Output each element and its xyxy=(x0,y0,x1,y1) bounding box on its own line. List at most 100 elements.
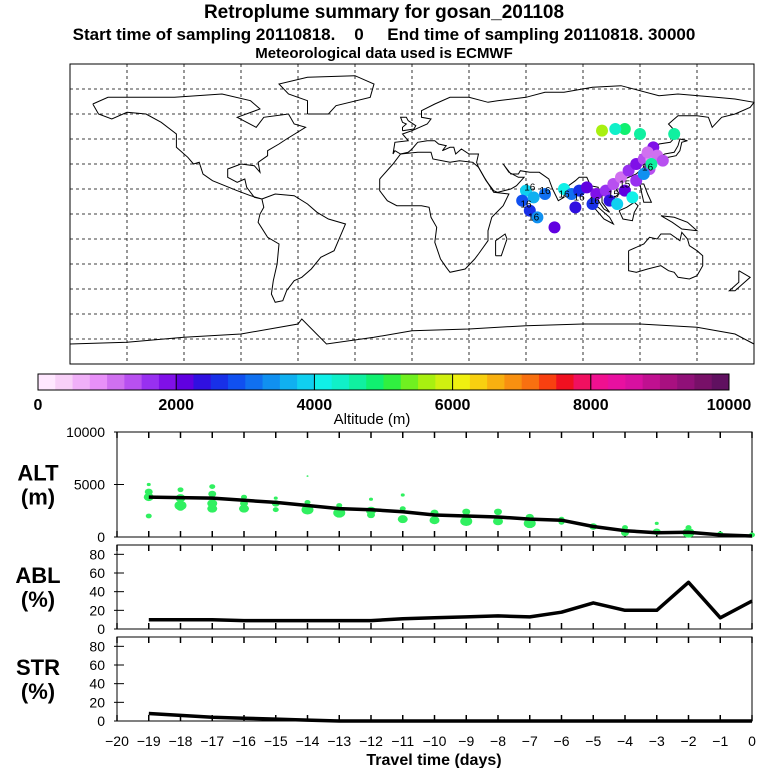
altitude-point xyxy=(369,497,373,501)
colorbar-tick-label: 6000 xyxy=(435,397,471,414)
altitude-point xyxy=(397,515,408,524)
sampling-time-line: Start time of sampling 20110818. 0 End t… xyxy=(72,25,696,44)
altitude-point xyxy=(399,506,406,512)
colorbar-frame xyxy=(37,373,730,391)
colorbar-swatch xyxy=(38,374,56,390)
colorbar-swatch xyxy=(573,374,592,390)
altitude-point xyxy=(494,508,502,515)
altitude-point xyxy=(460,516,473,527)
plume-marker xyxy=(586,198,599,210)
colorbar-swatch xyxy=(677,374,695,390)
colorbar-swatch xyxy=(193,374,212,390)
plume-label: 16 xyxy=(520,199,532,210)
plume-marker xyxy=(516,194,529,207)
y-tick-label: 40 xyxy=(89,676,105,692)
altitude-point xyxy=(143,493,154,502)
colorbar-swatch xyxy=(245,374,264,390)
series-line xyxy=(148,495,753,538)
plume-marker xyxy=(609,123,622,135)
madagascar-coast xyxy=(495,233,508,257)
plume-marker xyxy=(580,181,593,194)
x-tick-label: −5 xyxy=(585,733,601,749)
y-tick-label: 80 xyxy=(89,546,105,562)
y-axis-unit-label: (m) xyxy=(21,485,55,510)
altitude-point xyxy=(176,504,185,511)
y-axis-unit-label: (%) xyxy=(21,587,55,612)
colorbar-swatch xyxy=(435,374,454,390)
x-tick-label: −8 xyxy=(490,733,506,749)
altitude-point xyxy=(208,490,217,498)
panel-alt: 0 5000 10000 ALT(m) xyxy=(17,424,755,545)
plume-marker xyxy=(641,146,654,159)
north-america-coast xyxy=(92,93,307,200)
x-tick-label: −15 xyxy=(264,733,288,749)
plume-marker xyxy=(611,198,624,210)
x-tick-label: −17 xyxy=(200,733,224,749)
y-tick-label: 0 xyxy=(97,713,105,729)
philippines-coast xyxy=(639,183,653,203)
altitude-point xyxy=(306,475,309,477)
x-tick-label: −13 xyxy=(327,733,351,749)
x-tick-label: −2 xyxy=(681,733,697,749)
colorbar-label: Altitude (m) xyxy=(334,411,411,428)
colorbar-swatch xyxy=(297,374,315,390)
plume-label: 15 xyxy=(608,189,620,200)
altitude-point xyxy=(272,507,279,513)
x-tick-label: −11 xyxy=(391,733,414,749)
colorbar-swatch xyxy=(400,374,419,390)
plume-marker xyxy=(634,128,646,140)
new-zealand-coast xyxy=(727,270,752,292)
colorbar-swatch xyxy=(141,374,160,390)
colorbar-swatch xyxy=(279,374,298,390)
x-tick-label: −1 xyxy=(712,733,728,749)
japan-coast xyxy=(658,138,688,163)
colorbar-swatch xyxy=(694,374,713,390)
x-tick-label: −4 xyxy=(617,733,633,749)
colorbar-swatch xyxy=(469,374,488,390)
plume-marker xyxy=(548,221,561,234)
y-tick-label: 0 xyxy=(97,621,105,637)
met-data-line: Meteorological data used is ECMWF xyxy=(255,45,513,62)
colorbar-swatch xyxy=(366,374,384,390)
y-tick-label: 80 xyxy=(89,638,105,654)
y-tick-label: 60 xyxy=(89,565,105,581)
panel-abl: 0 20 40 60 80 ABL(%) xyxy=(15,544,753,637)
colorbar-swatch xyxy=(504,374,523,390)
colorbar-swatch xyxy=(158,374,177,390)
x-tick-label: −20 xyxy=(105,733,129,749)
x-tick-label: −7 xyxy=(522,733,538,749)
series-line xyxy=(148,711,752,723)
colorbar-swatch xyxy=(176,374,194,390)
colorbar-swatch xyxy=(262,374,281,390)
plume-label: 16 xyxy=(524,183,536,194)
plume-marker xyxy=(626,191,639,204)
colorbar-tick-label: 2000 xyxy=(158,397,194,414)
y-tick-label: 20 xyxy=(89,694,105,710)
south-america-coast xyxy=(257,193,347,303)
colorbar-tick-label: 8000 xyxy=(573,397,609,414)
altitude-point xyxy=(209,484,216,489)
plume-label: 16 xyxy=(539,186,551,197)
y-axis-label: STR xyxy=(16,655,60,680)
y-tick-label: 10000 xyxy=(66,424,105,440)
plume-marker xyxy=(590,188,603,200)
altitude-point xyxy=(462,508,471,515)
altitude-point xyxy=(493,517,503,526)
altitude-point xyxy=(239,504,249,513)
x-axis-label: Travel time (days) xyxy=(366,752,501,768)
plume-marker xyxy=(539,188,551,200)
y-tick-label: 0 xyxy=(97,529,105,545)
x-tick-label: −9 xyxy=(458,733,474,749)
plume-label: 16 xyxy=(589,196,601,207)
x-tick-label: −14 xyxy=(296,733,320,749)
plume-marker xyxy=(645,158,658,170)
colorbar-swatch xyxy=(608,374,626,390)
colorbar-swatch xyxy=(210,374,229,390)
antarctica-coast xyxy=(69,318,755,345)
time-series-panels: 0500010000ALT(m)020406080ABL(%)020406080… xyxy=(15,424,756,768)
y-tick-label: 40 xyxy=(89,584,105,600)
plume-label: 15 xyxy=(619,179,631,190)
plume-marker xyxy=(531,211,544,224)
altitude-point xyxy=(367,511,375,519)
colorbar-swatch xyxy=(331,374,350,390)
